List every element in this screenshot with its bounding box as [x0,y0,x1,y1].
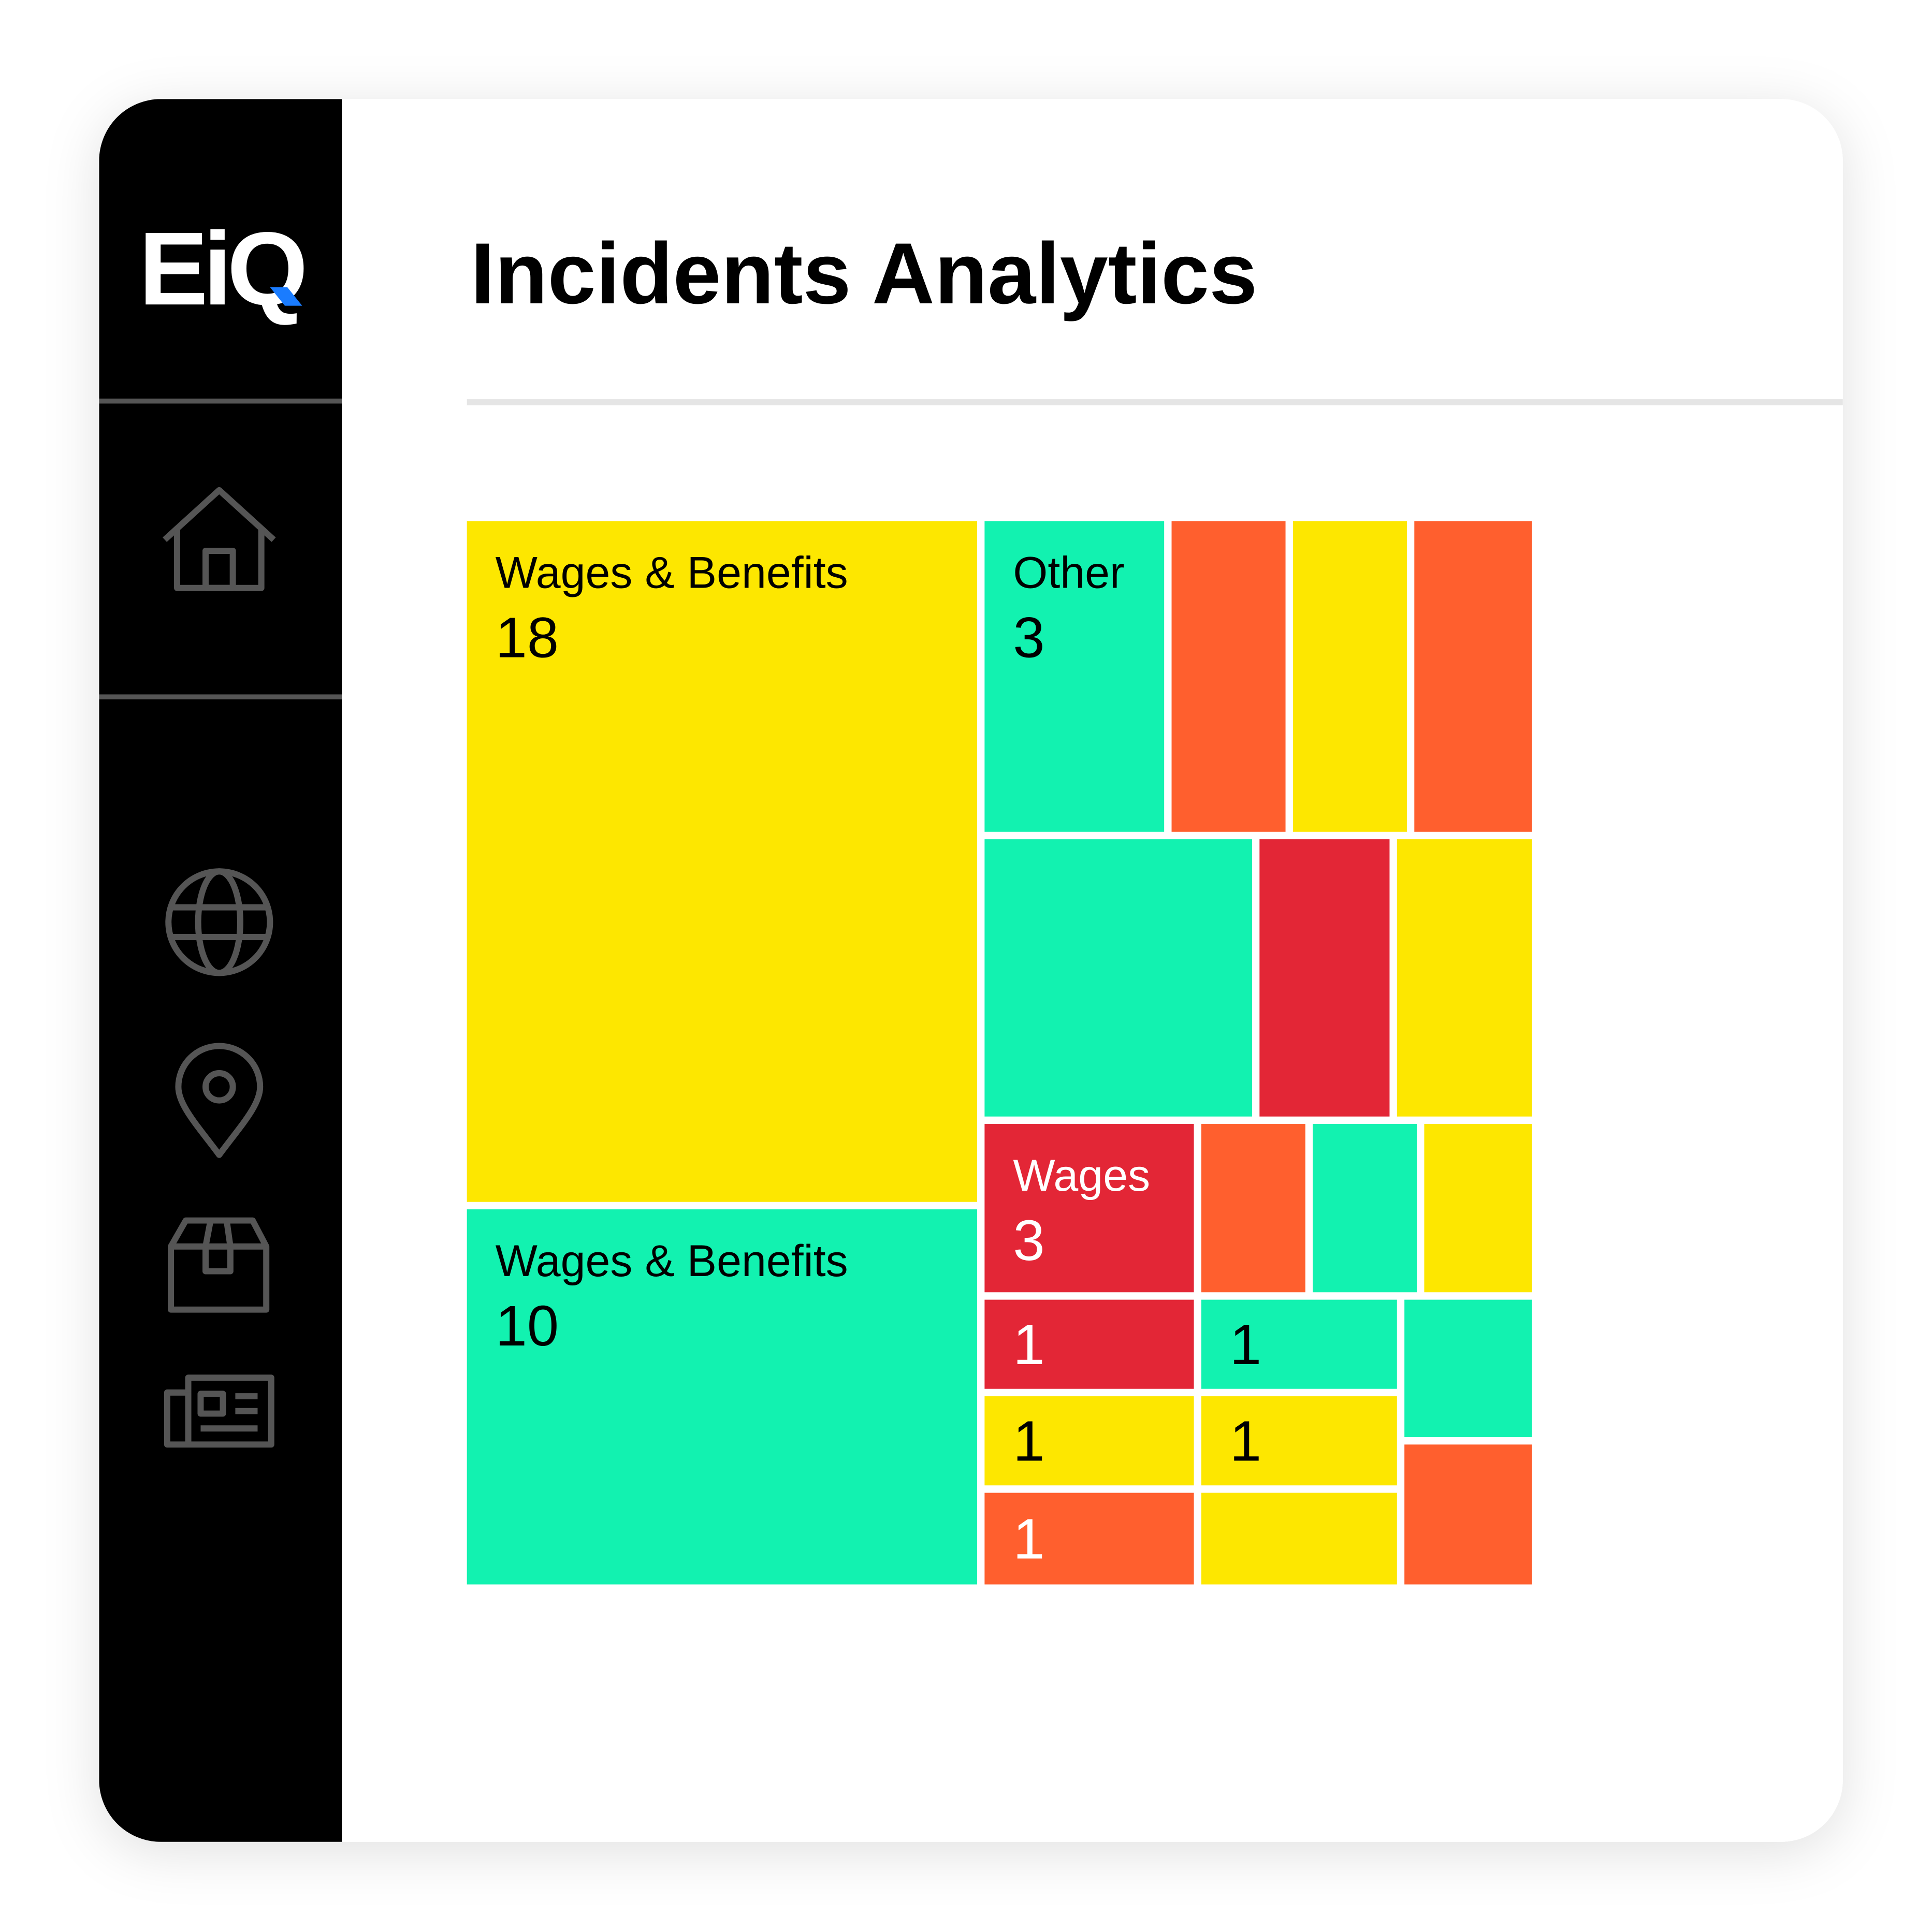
treemap-cell[interactable] [1424,1124,1532,1293]
globe-icon[interactable] [165,868,273,976]
treemap-cell[interactable] [467,521,978,1202]
treemap-cell[interactable] [984,1299,1194,1389]
cell-label: Wages & Benefits [496,548,848,598]
location-icon[interactable] [175,1043,264,1158]
treemap-cell[interactable] [1292,521,1407,832]
cell-value: 3 [1013,606,1044,670]
logo[interactable]: EiQ [139,210,309,327]
treemap-cell[interactable] [1404,1299,1532,1437]
cell-value: 1 [1013,1313,1044,1377]
treemap-cell[interactable] [1404,1444,1532,1585]
cell-value: 1 [1013,1507,1044,1571]
cell-value: 3 [1013,1209,1044,1272]
cell-value: 18 [496,606,559,670]
news-icon[interactable] [164,1374,274,1448]
treemap-cell[interactable] [1171,521,1286,832]
treemap-cell[interactable] [1397,839,1532,1117]
home-icon[interactable] [163,487,276,591]
treemap-cell[interactable] [984,1396,1194,1486]
treemap-cell[interactable] [984,1124,1194,1293]
treemap-cell[interactable] [984,521,1165,832]
treemap-cell[interactable] [1313,1124,1417,1293]
logo-accent [270,287,302,306]
cell-label: Wages [1013,1151,1150,1201]
cell-label: Other [1013,548,1124,598]
treemap-cell[interactable] [984,1493,1194,1585]
treemap-cell[interactable] [467,1209,978,1585]
treemap-cell[interactable] [1201,1396,1397,1486]
cell-value: 1 [1230,1409,1261,1473]
treemap-cell[interactable] [1414,521,1532,832]
page-title: Incidents Analytics [471,225,1257,322]
treemap: Wages & Benefits 18 Wages & Benefits 10 Othe… [467,521,1532,1585]
treemap-cell[interactable] [984,839,1252,1117]
cell-label: Wages & Benefits [496,1236,848,1286]
cell-value: 1 [1013,1409,1044,1473]
treemap-cell[interactable] [1201,1493,1397,1585]
cell-value: 1 [1230,1313,1261,1377]
cell-value: 10 [496,1294,559,1358]
box-icon[interactable] [168,1217,270,1313]
treemap-cell[interactable] [1201,1299,1397,1389]
treemap-cell[interactable] [1259,839,1390,1117]
treemap-cell[interactable] [1201,1124,1305,1293]
